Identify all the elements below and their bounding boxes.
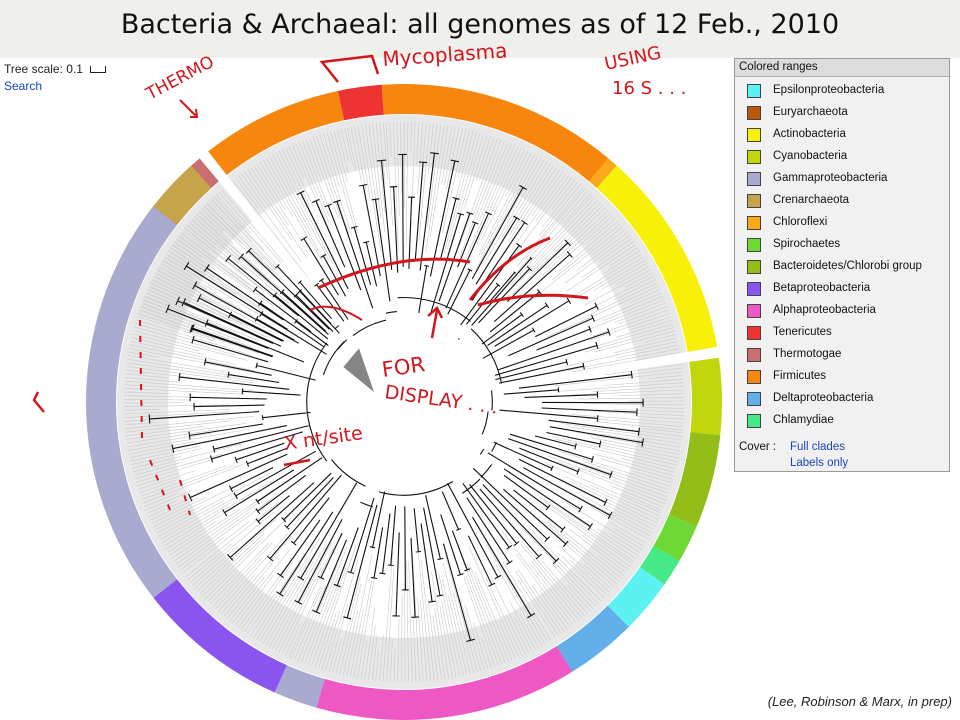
- clade-shade-segment: [570, 537, 640, 605]
- ring-segment: [208, 90, 345, 176]
- legend-label: Crenarchaeota: [773, 194, 850, 206]
- legend-label: Epsilonproteobacteria: [773, 84, 885, 96]
- annotation-display: DISPLAY . . .: [383, 381, 499, 419]
- tree-root: [343, 348, 374, 392]
- internal-branches: [148, 152, 644, 643]
- red-branch-arc: [477, 293, 589, 307]
- legend-swatch: [747, 84, 761, 98]
- cover-full-clades-link[interactable]: Full clades: [790, 441, 845, 453]
- red-branch-arc: [468, 236, 551, 301]
- clade-shade-segment: [324, 602, 557, 689]
- legend-swatch: [747, 304, 761, 318]
- ring-segment: [689, 357, 722, 436]
- annotation-mycoplasma: Mycoplasma: [382, 38, 508, 71]
- legend-label: Deltaproteobacteria: [773, 392, 874, 404]
- clade-shade-segment: [287, 617, 339, 678]
- legend-label: Chloroflexi: [773, 216, 828, 228]
- tree-branches: [123, 121, 685, 683]
- legend-swatch: [747, 106, 761, 120]
- ring-segment: [316, 646, 573, 720]
- legend-swatch: [747, 260, 761, 274]
- legend-swatch: [747, 128, 761, 142]
- legend-label: Thermotogae: [773, 348, 842, 360]
- annotation-16s: 16 S . . .: [612, 78, 686, 99]
- arrow-icon: [179, 99, 199, 118]
- ring-segment: [639, 546, 680, 585]
- ring-segment: [381, 84, 609, 182]
- leaf-branches: [123, 121, 685, 683]
- ring-segment: [556, 605, 629, 672]
- ring-segment: [153, 579, 287, 693]
- clade-shade-segment: [116, 225, 219, 579]
- tree-scale: Tree scale: 0.1: [4, 62, 107, 76]
- legend-label: Cyanobacteria: [773, 150, 848, 162]
- cover-labels-only-link[interactable]: Labels only: [790, 457, 849, 469]
- legend-swatch: [747, 238, 761, 252]
- ring-segment: [274, 665, 325, 708]
- arrow-icon: [427, 305, 444, 339]
- ring-segment: [596, 165, 718, 352]
- clade-ring: [85, 84, 722, 720]
- legend-swatch: [747, 370, 761, 384]
- legend-label: Spirochaetes: [773, 238, 841, 250]
- ring-segment: [669, 432, 721, 527]
- legend-label: Firmicutes: [773, 370, 827, 382]
- tree-scale-value: 0.1: [66, 62, 83, 76]
- page-title: Bacteria & Archaeal: all genomes as of 1…: [120, 9, 840, 40]
- ring-segment: [607, 567, 665, 627]
- legend-swatch: [747, 414, 761, 428]
- legend-swatch: [747, 216, 761, 230]
- red-branch-dash: [139, 319, 191, 516]
- bracket-icon: [32, 391, 45, 413]
- cover-label: Cover :: [739, 441, 777, 453]
- legend-panel: Colored ranges Epsilonproteobacteria Eury…: [734, 58, 950, 472]
- tree-scale-label: Tree scale:: [4, 62, 63, 76]
- clade-shade-segment: [177, 547, 309, 665]
- legend-swatch: [747, 326, 761, 340]
- clade-shade-segment: [621, 426, 690, 515]
- ring-segment: [153, 165, 212, 225]
- legend-swatch: [747, 150, 761, 164]
- annotation-xnt: X nt/site: [283, 422, 365, 455]
- underline-mark: [283, 458, 311, 467]
- tree-scale-bar-icon: [90, 66, 107, 74]
- legend-swatch: [747, 282, 761, 296]
- highlighted-branches: [139, 236, 589, 516]
- citation: (Lee, Robinson & Marx, in prep): [767, 694, 952, 709]
- legend-swatch: [747, 348, 761, 362]
- legend-swatch: [747, 392, 761, 406]
- legend-header: Colored ranges: [735, 59, 949, 77]
- annotation-for: FOR: [380, 352, 426, 382]
- ring-segment: [653, 514, 697, 561]
- legend-swatch: [747, 194, 761, 208]
- ring-segment: [85, 206, 178, 598]
- ring-segment: [337, 84, 384, 121]
- annotation-using: USING: [603, 42, 663, 74]
- bracket-icon: [319, 54, 380, 83]
- legend-label: Tenericutes: [773, 326, 832, 338]
- annotation-thermo: THERMO: [142, 52, 217, 105]
- legend-label: Alphaproteobacteria: [773, 304, 876, 316]
- legend-label: Gammaproteobacteria: [773, 172, 888, 184]
- red-branch-arc: [317, 257, 471, 290]
- red-branch-arc: [309, 305, 363, 321]
- legend-swatch: [747, 172, 761, 186]
- legend-label: Betaproteobacteria: [773, 282, 871, 294]
- search-link[interactable]: Search: [4, 79, 43, 93]
- legend-label: Actinobacteria: [773, 128, 846, 140]
- legend-label: Bacteroidetes/Chlorobi group: [773, 260, 922, 272]
- title-bar: Bacteria & Archaeal: all genomes as of 1…: [0, 0, 960, 58]
- legend-label: Euryarchaeota: [773, 106, 848, 118]
- legend-label: Chlamydiae: [773, 414, 834, 426]
- ring-segment: [589, 158, 617, 188]
